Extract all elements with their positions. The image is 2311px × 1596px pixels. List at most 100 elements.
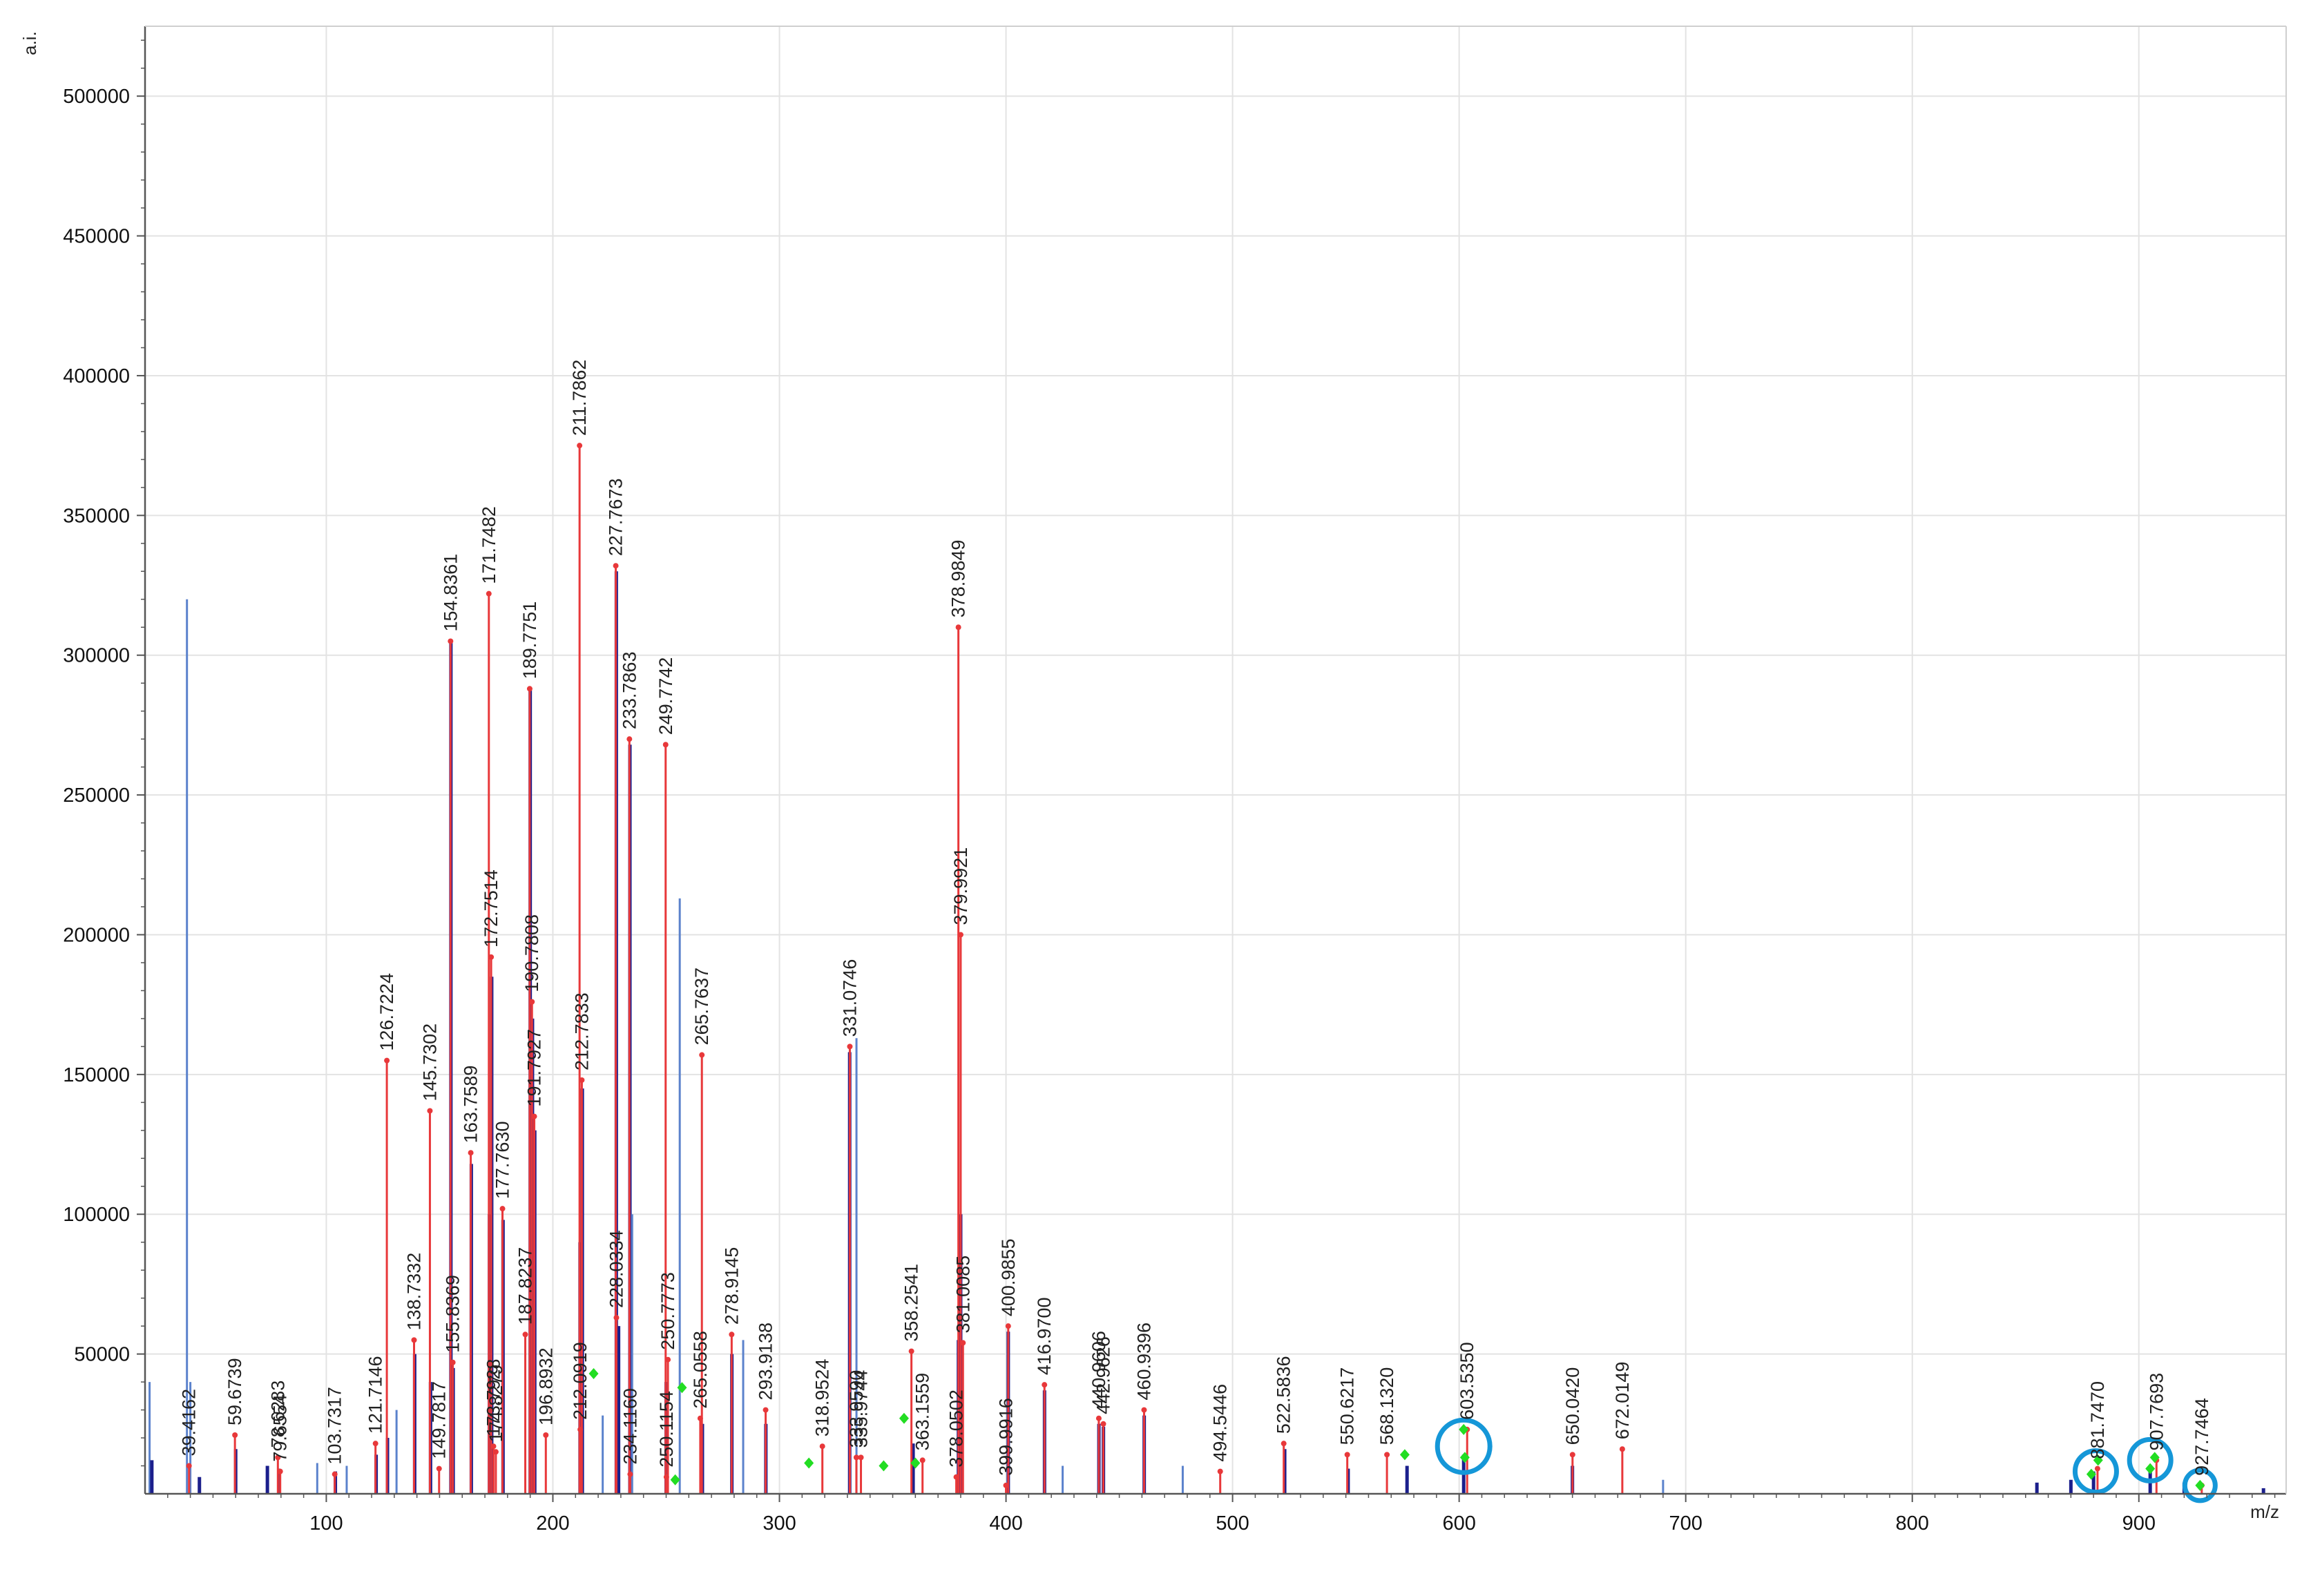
isotope-marker bbox=[2093, 1454, 2103, 1466]
peak-apex-dot bbox=[522, 1331, 528, 1338]
peak-label: 265.7637 bbox=[691, 968, 712, 1046]
peak-apex-dot bbox=[526, 686, 533, 692]
peak-apex-dot bbox=[613, 563, 619, 569]
isotope-marker bbox=[2149, 1452, 2160, 1463]
highlight-circles bbox=[1435, 1417, 2218, 1503]
grid-layer bbox=[145, 26, 2286, 1494]
peak-label: 227.7673 bbox=[606, 479, 626, 557]
peak-apex-dot bbox=[960, 1340, 966, 1346]
isotope-marker bbox=[677, 1382, 687, 1394]
peak-apex-dot bbox=[488, 954, 495, 960]
peak-apex-dot bbox=[427, 1108, 433, 1114]
peak-label: 154.8361 bbox=[440, 554, 461, 632]
y-tick-label: 150000 bbox=[63, 1064, 130, 1086]
isotope-marker bbox=[588, 1367, 599, 1379]
peak-label: 381.0085 bbox=[952, 1256, 973, 1334]
peak-label: 212.0919 bbox=[570, 1342, 591, 1420]
peak-apex-dot bbox=[579, 1077, 585, 1083]
peak-label: 233.7863 bbox=[619, 652, 640, 730]
labeled-peaks bbox=[186, 443, 2205, 1494]
x-axis-title: m/z bbox=[2250, 1501, 2279, 1522]
peak-label: 190.7808 bbox=[521, 914, 542, 992]
isotope-marker bbox=[670, 1474, 680, 1486]
peak-label: 196.8932 bbox=[535, 1347, 556, 1425]
peak-label: 228.0334 bbox=[606, 1230, 626, 1308]
isotope-marker bbox=[879, 1460, 889, 1472]
y-tick-label: 250000 bbox=[63, 785, 130, 807]
peak-label: 672.0149 bbox=[1612, 1362, 1633, 1440]
isotope-marker bbox=[1459, 1423, 1469, 1435]
peak-apex-dot bbox=[908, 1348, 914, 1354]
peak-apex-dot bbox=[763, 1407, 769, 1413]
peak-apex-dot bbox=[1619, 1446, 1625, 1452]
peak-label: 249.7742 bbox=[655, 657, 676, 735]
x-tick-label: 300 bbox=[763, 1512, 796, 1535]
peak-label: 416.9700 bbox=[1034, 1298, 1055, 1376]
highlight-circle bbox=[1435, 1417, 1493, 1475]
y-axis-title: a.i. bbox=[19, 31, 40, 55]
peak-apex-dot bbox=[186, 1463, 192, 1469]
peak-label: 378.9849 bbox=[948, 540, 969, 618]
peak-label: 250.1154 bbox=[656, 1391, 677, 1468]
peak-label: 550.6217 bbox=[1337, 1367, 1358, 1445]
peak-label: 174.8279 bbox=[486, 1365, 506, 1443]
y-tick-label: 50000 bbox=[74, 1344, 130, 1366]
peak-label: 121.7146 bbox=[365, 1356, 386, 1434]
peak-apex-dot bbox=[468, 1150, 474, 1156]
peak-apex-dot bbox=[853, 1454, 859, 1461]
peak-label: 440.9606 bbox=[1089, 1331, 1109, 1409]
y-tick-label: 500000 bbox=[63, 86, 130, 108]
peak-apex-dot bbox=[613, 1315, 620, 1320]
isotope-marker bbox=[2086, 1468, 2096, 1480]
x-tick-label: 700 bbox=[1669, 1512, 1702, 1535]
peak-label: 155.8369 bbox=[443, 1275, 463, 1353]
peak-apex-dot bbox=[384, 1057, 390, 1064]
x-tick-label: 600 bbox=[1442, 1512, 1475, 1535]
peak-apex-dot bbox=[1042, 1382, 1048, 1388]
peak-apex-dot bbox=[699, 1052, 705, 1058]
axes bbox=[144, 26, 2287, 1495]
peak-apex-dot bbox=[332, 1471, 338, 1477]
peak-apex-dot bbox=[486, 590, 492, 597]
peak-apex-dot bbox=[372, 1441, 378, 1447]
peak-apex-dot bbox=[529, 999, 535, 1005]
isotope-marker bbox=[2195, 1479, 2205, 1491]
peak-label: 59.6739 bbox=[224, 1358, 245, 1425]
peak-apex-dot bbox=[1569, 1452, 1575, 1458]
peak-apex-dot bbox=[448, 638, 454, 644]
peak-label: 603.5350 bbox=[1457, 1342, 1477, 1420]
peak-label: 212.7833 bbox=[571, 992, 592, 1070]
peak-label: 234.1160 bbox=[620, 1388, 640, 1465]
isotope-marker bbox=[1399, 1449, 1410, 1461]
highlight-circle bbox=[2072, 1448, 2119, 1495]
peak-apex-dot bbox=[543, 1432, 549, 1438]
highlight-circle bbox=[2127, 1436, 2174, 1483]
peak-label: 378.0502 bbox=[946, 1390, 967, 1468]
x-tick-label: 400 bbox=[989, 1512, 1022, 1535]
peak-label: 358.2541 bbox=[901, 1264, 922, 1342]
peak-label: 400.9855 bbox=[998, 1239, 1019, 1317]
peak-apex-dot bbox=[729, 1331, 735, 1338]
peak-apex-dot bbox=[232, 1432, 238, 1438]
peak-label: 331.0746 bbox=[839, 959, 860, 1037]
peak-apex-dot bbox=[490, 1443, 497, 1450]
peak-apex-dot bbox=[919, 1457, 926, 1463]
peak-apex-dot bbox=[499, 1206, 506, 1212]
peak-label: 460.9396 bbox=[1133, 1323, 1154, 1401]
peak-apex-dot bbox=[492, 1449, 499, 1455]
x-tick-label: 200 bbox=[536, 1512, 569, 1535]
peak-label: 927.7464 bbox=[2192, 1398, 2212, 1476]
peak-apex-dot bbox=[1141, 1407, 1147, 1413]
peak-label: 138.7332 bbox=[403, 1253, 424, 1331]
y-tick-label: 100000 bbox=[63, 1204, 130, 1226]
peak-apex-dot bbox=[411, 1337, 417, 1343]
peak-apex-dot bbox=[275, 1454, 281, 1461]
peak-apex-dot bbox=[436, 1465, 442, 1472]
peak-apex-dot bbox=[2094, 1465, 2100, 1472]
y-tick-label: 450000 bbox=[63, 226, 130, 248]
peak-apex-dot bbox=[819, 1443, 825, 1450]
y-tick-label: 350000 bbox=[63, 505, 130, 527]
